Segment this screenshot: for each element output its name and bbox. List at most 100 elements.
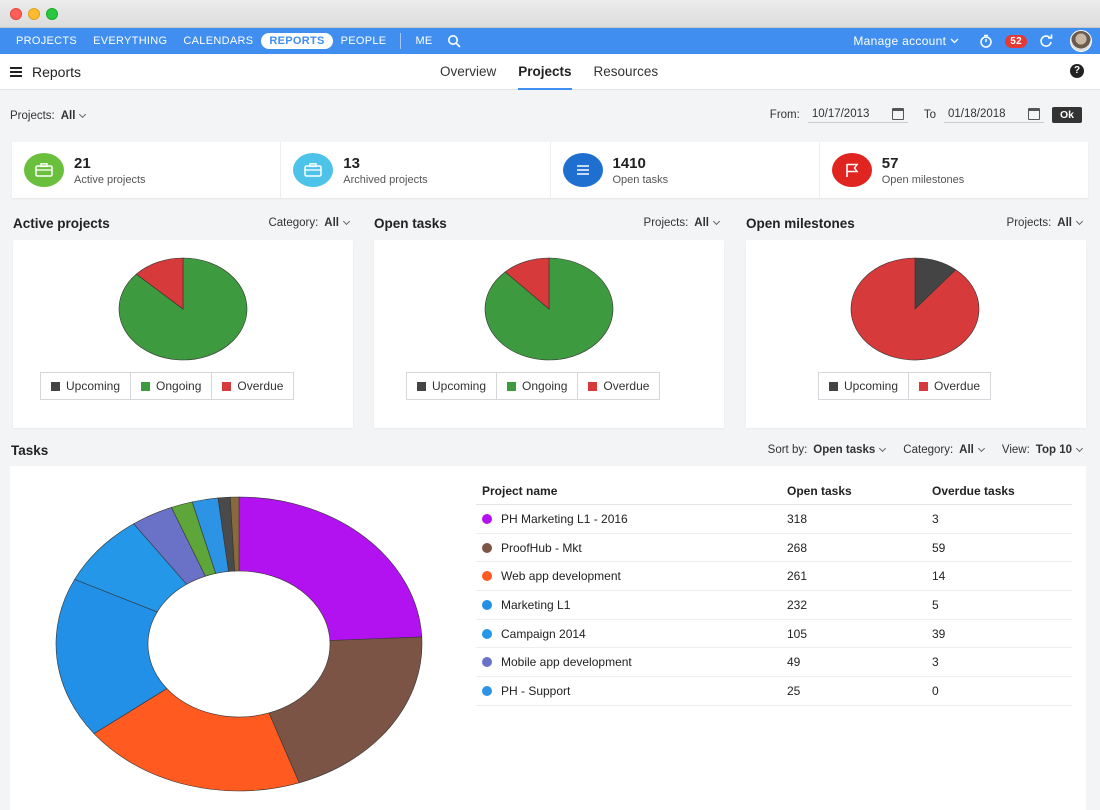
category-dropdown[interactable]: Category: All [903, 444, 985, 456]
project-name[interactable]: Marketing L1 [501, 597, 571, 612]
pie-slice-web-app-development[interactable] [93, 688, 300, 792]
table-row[interactable]: PH - Support 25 0 [476, 676, 1072, 706]
project-color-dot [482, 599, 492, 610]
legend-overdue[interactable]: Overdue [909, 373, 990, 399]
stat-open-milestones[interactable]: 57 Open milestones [820, 142, 1088, 198]
open-tasks-cell: 318 [781, 504, 926, 534]
table-row[interactable]: Campaign 2014 105 39 [476, 619, 1072, 649]
filter-label: Projects: [1006, 217, 1052, 229]
tab-projects[interactable]: Projects [518, 54, 572, 90]
pie-slice-other-3[interactable] [229, 496, 240, 572]
notifications-button[interactable]: 52 [1005, 34, 1027, 48]
table-row[interactable]: Marketing L1 232 5 [476, 590, 1072, 620]
legend-upcoming[interactable]: Upcoming [407, 373, 498, 399]
legend-label: Overdue [237, 379, 284, 393]
filter-label: Category: [268, 217, 319, 229]
pie-slice-overdue[interactable] [850, 257, 980, 361]
column-header-overdue-tasks[interactable]: Overdue tasks [926, 478, 1072, 505]
column-header-open-tasks[interactable]: Open tasks [781, 478, 926, 505]
legend-ongoing[interactable]: Ongoing [497, 373, 579, 399]
view-label: View: [1001, 444, 1030, 456]
chevron-down-icon [879, 444, 887, 453]
pie-slice-marketing-l1[interactable] [55, 579, 168, 735]
briefcase-icon [293, 153, 334, 187]
nav-reports[interactable]: REPORTS [261, 33, 333, 49]
legend-ongoing[interactable]: Ongoing [131, 373, 213, 399]
project-name-cell: Marketing L1 [476, 590, 781, 620]
calendar-icon[interactable] [1027, 108, 1040, 120]
panel-title: Open tasks [374, 215, 447, 231]
stat-label: Active projects [74, 173, 146, 186]
from-label: From: [769, 108, 800, 121]
close-window-button[interactable] [10, 8, 22, 20]
sort-by-dropdown[interactable]: Sort by: Open tasks [768, 444, 887, 456]
project-name[interactable]: Mobile app development [501, 655, 632, 670]
nav-people[interactable]: PEOPLE [340, 35, 387, 47]
project-name[interactable]: PH Marketing L1 - 2016 [501, 511, 628, 526]
from-date-field[interactable]: 10/17/2013 [807, 106, 908, 123]
project-name[interactable]: ProofHub - Mkt [501, 540, 582, 555]
active-projects-chart-card: Upcoming Ongoing Overdue [13, 240, 353, 428]
pie-slice-overdue[interactable] [504, 257, 550, 310]
stat-value: 57 [881, 154, 899, 172]
sort-by-value: Open tasks [813, 444, 876, 456]
stat-archived-projects[interactable]: 13 Archived projects [281, 142, 551, 198]
tab-resources[interactable]: Resources [593, 64, 659, 79]
to-date-field[interactable]: 01/18/2018 [943, 106, 1044, 123]
project-name[interactable]: Web app development [501, 569, 621, 584]
manage-account-menu[interactable]: Manage account [853, 34, 959, 48]
stat-value: 1410 [612, 154, 646, 172]
column-header-project-name[interactable]: Project name [476, 478, 781, 505]
projects-filter-dropdown[interactable]: All [61, 110, 87, 122]
panel-title: Open milestones [746, 215, 855, 231]
page-title: Reports [32, 63, 82, 80]
legend-label: Overdue [603, 379, 650, 393]
table-row[interactable]: ProofHub - Mkt 268 59 [476, 533, 1072, 563]
legend-upcoming[interactable]: Upcoming [41, 373, 132, 399]
overdue-tasks-cell: 59 [926, 533, 1072, 563]
stat-label: Open milestones [881, 173, 965, 186]
stat-active-projects[interactable]: 21 Active projects [12, 142, 282, 198]
timer-icon[interactable] [979, 34, 993, 48]
overdue-tasks-cell: 14 [926, 561, 1072, 592]
table-row[interactable]: PH Marketing L1 - 2016 318 3 [476, 504, 1072, 534]
table-row[interactable]: Mobile app development 49 3 [476, 647, 1072, 678]
help-icon[interactable]: ? [1070, 64, 1084, 78]
nav-projects[interactable]: PROJECTS [16, 35, 78, 47]
tab-overview[interactable]: Overview [440, 64, 497, 79]
avatar[interactable] [1070, 30, 1092, 52]
hamburger-menu-icon[interactable] [10, 66, 22, 77]
pie-slice-proofhub-mkt[interactable] [268, 636, 423, 784]
legend-overdue[interactable]: Overdue [578, 373, 659, 399]
category-filter[interactable]: Category: All [268, 217, 351, 229]
project-name[interactable]: PH - Support [501, 683, 571, 698]
list-icon [562, 153, 603, 187]
legend-upcoming[interactable]: Upcoming [819, 373, 910, 399]
legend-swatch [919, 381, 929, 391]
panel-header: Open tasks Projects: All [374, 206, 721, 240]
legend-overdue[interactable]: Overdue [212, 373, 293, 399]
projects-filter[interactable]: Projects: All [644, 217, 721, 229]
minimize-window-button[interactable] [28, 8, 40, 20]
stat-open-tasks[interactable]: 1410 Open tasks [551, 142, 820, 198]
ok-button[interactable]: Ok [1051, 106, 1082, 123]
table-row[interactable]: Web app development 261 14 [476, 561, 1072, 592]
refresh-icon[interactable] [1039, 34, 1054, 48]
search-icon[interactable] [447, 34, 461, 48]
overdue-tasks-cell: 3 [926, 647, 1072, 678]
calendar-icon[interactable] [891, 108, 904, 120]
nav-me[interactable]: ME [415, 35, 433, 47]
nav-calendars[interactable]: CALENDARS [183, 35, 254, 47]
nav-everything[interactable]: EVERYTHING [93, 35, 168, 47]
projects-filter[interactable]: Projects: All [1006, 217, 1084, 229]
project-name[interactable]: Campaign 2014 [501, 626, 586, 641]
zoom-window-button[interactable] [46, 8, 58, 20]
project-name-cell: Mobile app development [476, 647, 781, 678]
legend-label: Ongoing [522, 379, 568, 393]
view-dropdown[interactable]: View: Top 10 [1001, 444, 1084, 456]
pie-slice-ph-marketing-l1-2016[interactable] [238, 496, 423, 641]
chevron-down-icon [79, 110, 87, 119]
project-color-dot [482, 685, 492, 696]
projects-table: Project name Open tasks Overdue tasks PH… [476, 478, 1072, 706]
pie-slice-overdue[interactable] [135, 257, 184, 310]
